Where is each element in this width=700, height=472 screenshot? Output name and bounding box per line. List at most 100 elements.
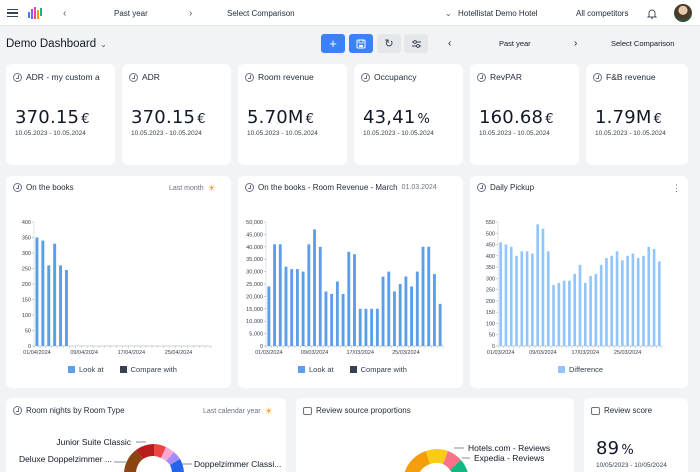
bar[interactable]	[615, 251, 619, 346]
bar[interactable]	[404, 276, 408, 346]
bar[interactable]	[636, 258, 640, 346]
bar[interactable]	[552, 285, 555, 346]
chevron-down-icon[interactable]: ⌄	[445, 8, 452, 18]
bar[interactable]	[295, 269, 299, 346]
comparison-selector-secondary[interactable]: Select Comparison	[611, 39, 675, 48]
bar[interactable]	[427, 246, 431, 346]
bar[interactable]	[605, 258, 608, 346]
bar[interactable]	[347, 251, 351, 346]
bar[interactable]	[647, 246, 651, 346]
dashboard-selector[interactable]: Demo Dashboard ⌄	[6, 34, 107, 54]
kpi-card[interactable]: Room revenue 5.70M € 10.05.2023 - 10.05.202…	[238, 64, 347, 165]
bar[interactable]	[364, 308, 368, 346]
bar[interactable]	[433, 274, 436, 346]
bar[interactable]	[509, 246, 513, 346]
bar[interactable]	[370, 308, 374, 346]
next-period-icon[interactable]: ›	[574, 38, 578, 49]
add-widget-button[interactable]: +	[321, 34, 345, 53]
period-selector[interactable]: Past year	[114, 8, 148, 18]
bar[interactable]	[47, 265, 51, 346]
prev-period-icon[interactable]: ‹	[63, 7, 67, 19]
bar[interactable]	[568, 280, 571, 346]
bar[interactable]	[557, 282, 561, 346]
bar[interactable]	[583, 282, 587, 346]
bar[interactable]	[499, 242, 502, 346]
bar[interactable]	[621, 260, 624, 346]
bar[interactable]	[330, 293, 334, 346]
bar[interactable]	[536, 224, 539, 346]
bar[interactable]	[525, 251, 529, 346]
bar[interactable]	[515, 255, 518, 346]
kpi-card[interactable]: ADR - my custom a 370.15 € 10.05.2023 - 10.…	[6, 64, 115, 165]
sun-icon[interactable]: ☀	[207, 183, 216, 193]
bar[interactable]	[313, 229, 316, 346]
sun-icon[interactable]: ☀	[264, 406, 273, 416]
kpi-card[interactable]: F&B revenue 1.79M € 10.05.2023 - 10.05.2024	[586, 64, 688, 165]
bar[interactable]	[267, 286, 271, 346]
bell-icon[interactable]	[647, 0, 657, 26]
hotel-selector[interactable]: Hotellistat Demo Hotel	[458, 8, 538, 18]
bar[interactable]	[573, 273, 577, 346]
bar[interactable]	[415, 271, 419, 346]
bar[interactable]	[353, 254, 356, 346]
bar[interactable]	[589, 276, 592, 346]
bar[interactable]	[438, 303, 442, 346]
period-selector-secondary[interactable]: Past year	[499, 39, 531, 48]
comparison-selector[interactable]: Select Comparison	[227, 8, 295, 18]
kpi-card[interactable]: RevPAR☀ 160.68€ 10.05.2023 - 10.05.2024	[470, 64, 579, 165]
bar[interactable]	[626, 255, 629, 346]
bar[interactable]	[301, 271, 305, 346]
bar[interactable]	[387, 271, 391, 346]
menu-icon[interactable]	[7, 0, 18, 26]
bar[interactable]	[421, 246, 425, 346]
refresh-button[interactable]: ↻	[377, 34, 401, 53]
bar[interactable]	[35, 237, 39, 347]
bar[interactable]	[290, 269, 294, 346]
bar[interactable]	[64, 270, 68, 346]
legend-difference[interactable]: Difference	[569, 365, 604, 374]
bar[interactable]	[278, 244, 282, 346]
avatar[interactable]	[674, 4, 692, 22]
legend-look-at[interactable]: Look at	[309, 365, 334, 374]
bar[interactable]	[341, 293, 345, 346]
bar[interactable]	[531, 253, 534, 346]
bar[interactable]	[520, 251, 524, 346]
bar[interactable]	[393, 291, 396, 346]
next-period-icon[interactable]: ›	[189, 7, 193, 19]
bar[interactable]	[41, 240, 45, 346]
bar[interactable]	[658, 261, 661, 346]
bar[interactable]	[562, 280, 566, 346]
competitors-selector[interactable]: All competitors	[576, 8, 629, 18]
kpi-card[interactable]: Occupancy 43,41% 10.05.2023 - 10.05.2024	[354, 64, 463, 165]
bar[interactable]	[335, 281, 339, 346]
bar[interactable]	[284, 266, 288, 346]
bar[interactable]	[398, 284, 402, 346]
legend-compare-with[interactable]: Compare with	[130, 365, 177, 374]
bar[interactable]	[541, 228, 545, 346]
bar[interactable]	[652, 249, 656, 346]
save-button[interactable]	[349, 34, 373, 53]
legend-compare-with[interactable]: Compare with	[360, 365, 407, 374]
bar[interactable]	[381, 276, 385, 346]
bar[interactable]	[410, 286, 414, 346]
bar[interactable]	[642, 255, 645, 346]
more-options-icon[interactable]: ⋮	[672, 183, 681, 193]
bar[interactable]	[59, 265, 63, 346]
filter-button[interactable]	[404, 34, 428, 53]
bar[interactable]	[599, 264, 603, 346]
bar[interactable]	[53, 243, 57, 346]
bar[interactable]	[578, 264, 582, 346]
kpi-card[interactable]: ADR 370.15 € 10.05.2023 - 10.05.2024	[122, 64, 231, 165]
bar[interactable]	[504, 244, 508, 346]
bar[interactable]	[273, 244, 276, 346]
bar[interactable]	[631, 253, 635, 346]
prev-period-icon[interactable]: ‹	[448, 38, 452, 49]
bar[interactable]	[546, 251, 550, 346]
logo-icon[interactable]	[28, 0, 44, 26]
bar[interactable]	[594, 273, 598, 346]
bar[interactable]	[324, 291, 328, 346]
bar[interactable]	[318, 246, 322, 346]
bar[interactable]	[307, 244, 311, 346]
bar[interactable]	[375, 308, 379, 346]
legend-look-at[interactable]: Look at	[79, 365, 104, 374]
